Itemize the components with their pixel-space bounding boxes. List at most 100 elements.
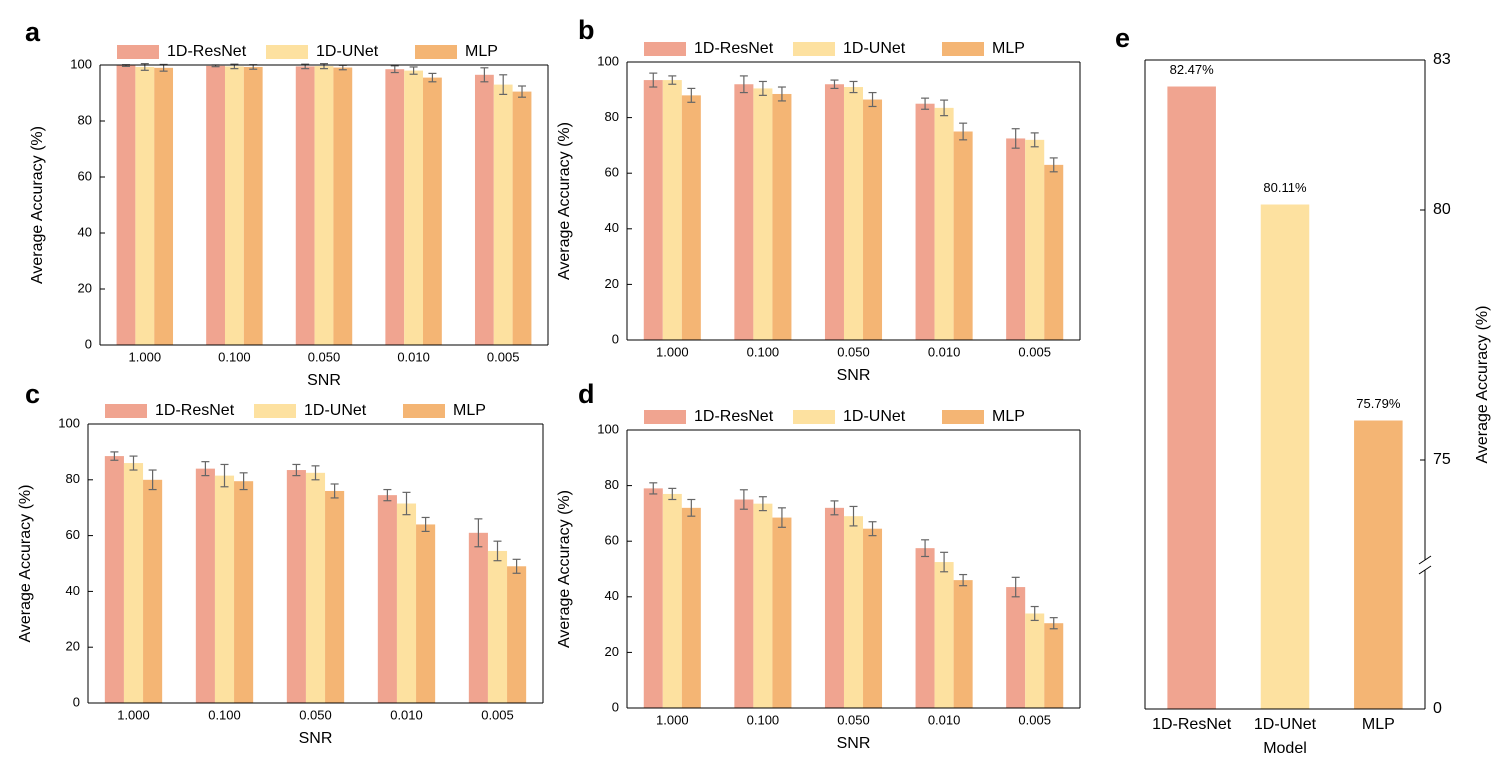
legend-label: MLP <box>992 408 1025 425</box>
y-tick-label: 80 <box>605 477 619 492</box>
bar <box>681 95 701 340</box>
bar <box>863 99 883 340</box>
y-tick-label: 0 <box>612 699 619 714</box>
bar <box>487 550 508 703</box>
legend-label: 1D-ResNet <box>694 408 774 425</box>
x-tick-label: 1D-ResNet <box>1152 716 1232 733</box>
y-tick-label: 60 <box>78 168 92 183</box>
bar <box>195 468 215 703</box>
bar <box>662 80 682 340</box>
bar <box>681 507 701 708</box>
x-axis-label: Model <box>1263 740 1307 757</box>
x-tick-label: 0.005 <box>1018 344 1051 359</box>
legend-swatch <box>644 42 686 56</box>
y-tick-label: 20 <box>66 639 80 654</box>
x-tick-label: 1.000 <box>129 349 162 364</box>
y-tick-label: 0 <box>612 331 619 346</box>
bar <box>243 66 263 346</box>
y-tick-label: 20 <box>605 644 619 659</box>
y-tick-label: 40 <box>66 583 80 598</box>
x-tick-label: 0.010 <box>397 349 430 364</box>
x-tick-label: 0.005 <box>487 349 520 364</box>
bar <box>1025 139 1045 340</box>
legend-swatch <box>942 410 984 424</box>
x-tick-label: 0.050 <box>837 712 870 727</box>
x-tick-label: 1.000 <box>656 712 689 727</box>
y-tick-label: 83 <box>1433 51 1451 68</box>
x-tick-label: 1.000 <box>656 344 689 359</box>
panel-letter: a <box>25 17 41 47</box>
bar <box>1167 86 1216 709</box>
bar <box>772 93 792 340</box>
y-tick-label: 20 <box>78 280 92 295</box>
y-tick-label: 40 <box>605 220 619 235</box>
bar <box>915 548 935 708</box>
bar <box>295 66 315 346</box>
bar <box>734 499 754 708</box>
bar <box>843 516 864 708</box>
bar <box>512 91 532 345</box>
x-axis-label: SNR <box>307 372 341 389</box>
y-axis-label: Average Accuracy (%) <box>556 490 573 648</box>
bar <box>154 67 174 346</box>
bar <box>135 66 155 346</box>
axis-break <box>1418 555 1432 565</box>
legend-swatch <box>644 410 686 424</box>
bar <box>206 65 225 345</box>
legend-label: 1D-ResNet <box>167 43 247 60</box>
bar <box>934 562 954 708</box>
y-axis-label: Average Accuracy (%) <box>29 126 46 284</box>
bar <box>377 495 397 703</box>
legend-swatch <box>403 404 445 418</box>
y-tick-label: 100 <box>597 53 619 68</box>
bar <box>325 490 345 703</box>
y-tick-label: 0 <box>1433 700 1442 717</box>
legend-swatch <box>942 42 984 56</box>
x-axis-label: SNR <box>299 730 333 747</box>
x-tick-label: 0.050 <box>837 344 870 359</box>
bar <box>123 463 144 703</box>
y-tick-label: 80 <box>78 112 92 127</box>
y-tick-label: 40 <box>605 588 619 603</box>
bar <box>143 479 163 703</box>
legend-label: 1D-ResNet <box>694 40 774 57</box>
x-tick-label: 0.005 <box>481 707 514 722</box>
bar <box>734 84 754 341</box>
panel-letter: b <box>578 15 595 45</box>
bar <box>507 566 527 703</box>
bar <box>214 475 235 703</box>
x-tick-label: 0.010 <box>390 707 423 722</box>
bar <box>333 67 353 346</box>
legend-swatch <box>266 45 308 59</box>
y-tick-label: 80 <box>66 471 80 486</box>
bar <box>643 80 663 340</box>
legend-swatch <box>105 404 147 418</box>
bar <box>1025 613 1045 708</box>
bar <box>468 532 488 703</box>
bar <box>1354 420 1403 709</box>
axis-break <box>1418 565 1432 575</box>
bar <box>662 493 682 708</box>
y-tick-label: 0 <box>85 336 92 351</box>
legend-label: 1D-UNet <box>843 40 906 57</box>
legend-swatch <box>793 42 835 56</box>
y-tick-label: 80 <box>605 109 619 124</box>
y-tick-label: 80 <box>1433 201 1451 218</box>
value-label: 75.79% <box>1356 396 1401 411</box>
x-tick-label: 0.100 <box>747 344 780 359</box>
legend-label: 1D-UNet <box>843 408 906 425</box>
x-axis-label: SNR <box>837 735 871 752</box>
bar <box>1006 138 1026 340</box>
value-label: 80.11% <box>1263 180 1307 195</box>
bar <box>314 66 334 346</box>
y-tick-label: 40 <box>78 224 92 239</box>
y-tick-label: 100 <box>70 56 92 71</box>
x-tick-label: 0.005 <box>1018 712 1051 727</box>
bar <box>753 503 773 708</box>
bar <box>915 103 935 340</box>
x-tick-label: 1.000 <box>117 707 150 722</box>
bar <box>643 488 663 708</box>
bar <box>404 70 424 345</box>
y-axis-label: Average Accuracy (%) <box>556 122 573 280</box>
bar <box>286 470 306 703</box>
